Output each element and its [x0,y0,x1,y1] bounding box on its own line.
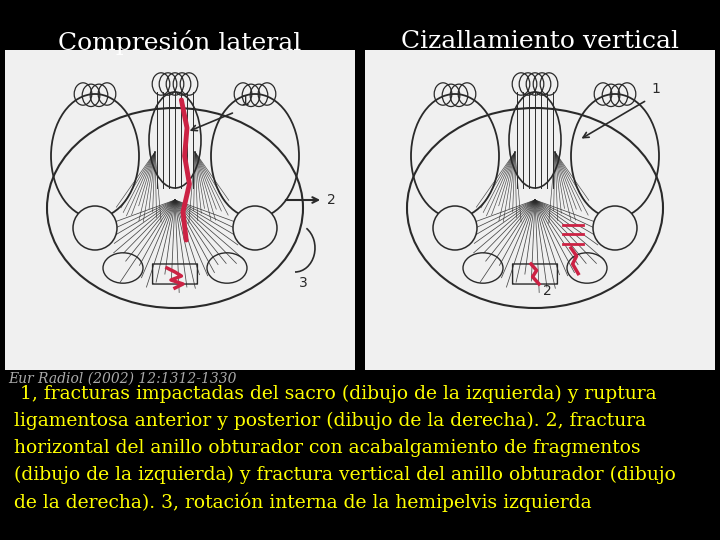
Ellipse shape [593,206,637,250]
Bar [5,50,355,370]
Text: 2: 2 [327,193,336,207]
Text: (dibujo de la izquierda) y fractura vertical del anillo obturador (dibujo: (dibujo de la izquierda) y fractura vert… [8,466,676,484]
Ellipse shape [433,206,477,250]
Ellipse shape [73,206,117,250]
Text: 1: 1 [651,82,660,96]
Ellipse shape [233,206,277,250]
Text: ligamentosa anterior y posterior (dibujo de la derecha). 2, fractura: ligamentosa anterior y posterior (dibujo… [8,412,646,430]
Text: Cizallamiento vertical: Cizallamiento vertical [401,30,679,53]
Text: 1, fracturas impactadas del sacro (dibujo de la izquierda) y ruptura: 1, fracturas impactadas del sacro (dibuj… [8,385,657,403]
Text: Compresión lateral: Compresión lateral [58,30,302,55]
Text: Eur Radiol (2002) 12:1312-1330: Eur Radiol (2002) 12:1312-1330 [8,372,236,386]
Text: 2: 2 [543,284,552,298]
Bar [365,50,715,370]
Text: de la derecha). 3, rotación interna de la hemipelvis izquierda: de la derecha). 3, rotación interna de l… [8,493,592,512]
Text: horizontal del anillo obturador con acabalgamiento de fragmentos: horizontal del anillo obturador con acab… [8,439,641,457]
Text: 1: 1 [240,94,249,108]
Text: 3: 3 [299,276,307,290]
